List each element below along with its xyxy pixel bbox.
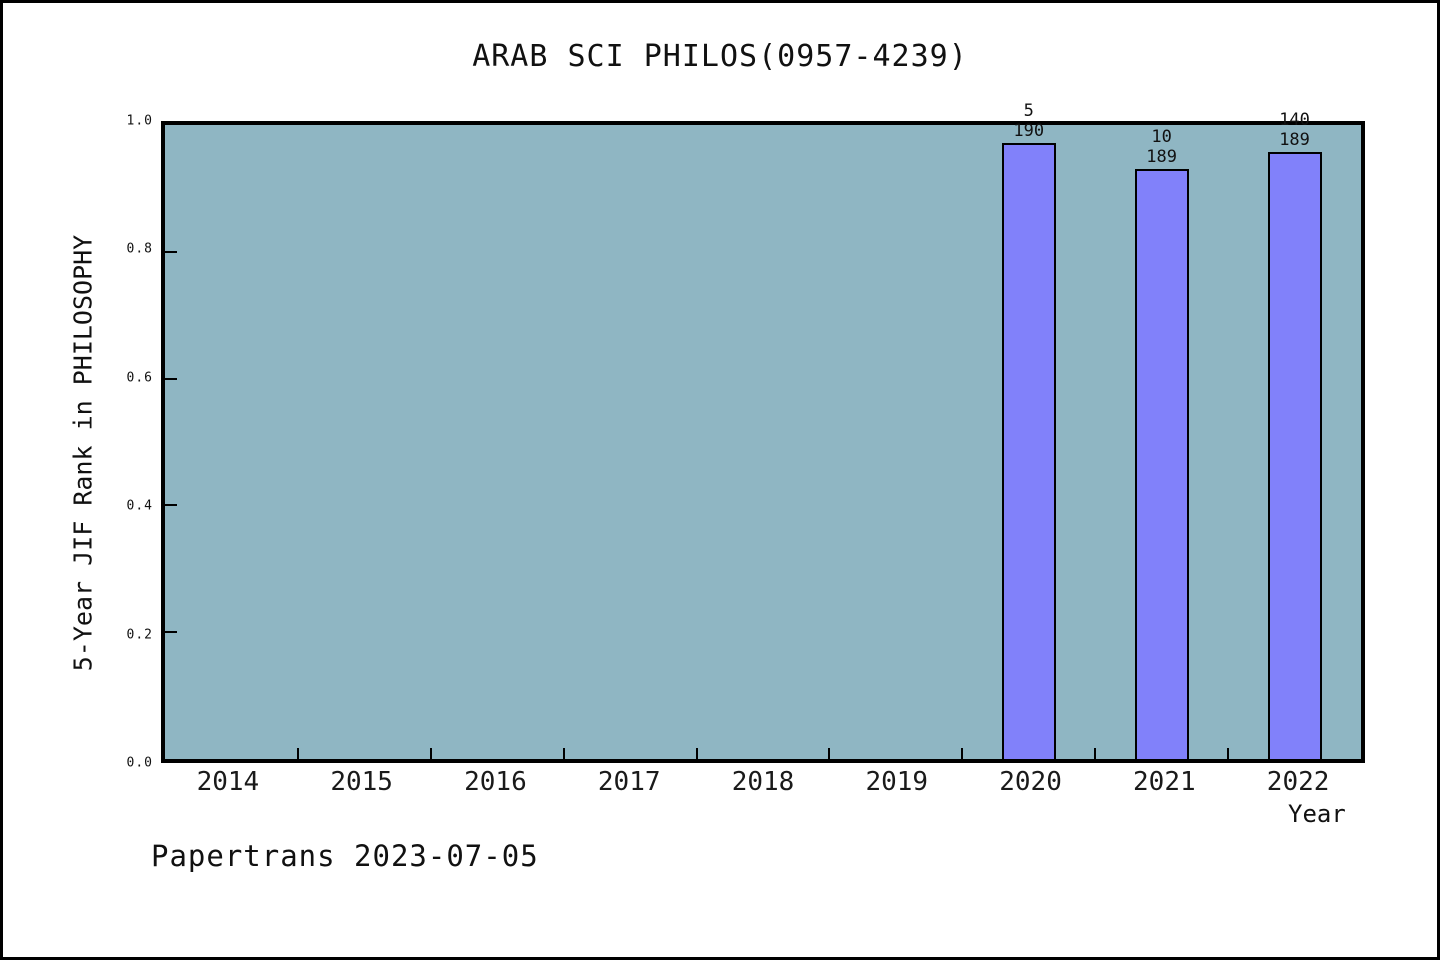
y-tick-mark-0.4: [165, 504, 177, 507]
y-tick-label-0.2: 0.2: [126, 627, 153, 643]
x-tick-mark-8: [1227, 748, 1230, 759]
x-tick-label-2021: 2021: [1133, 767, 1196, 797]
footer-watermark: Papertrans 2023-07-05: [151, 839, 539, 873]
bar-label-rank: 10: [1151, 127, 1172, 148]
y-tick-label-0.6: 0.6: [126, 370, 153, 386]
bar-label-2022: 140 189: [1279, 110, 1310, 150]
bar-label-rank: 140: [1279, 110, 1310, 131]
x-tick-label-2017: 2017: [597, 767, 661, 797]
x-tick-mark-1: [296, 748, 299, 759]
x-axis-tick-labels: 2014 2015 2016 2017 2018 2019 2020 2021 2022: [161, 767, 1365, 801]
x-axis-title: Year: [1288, 800, 1346, 828]
x-tick-label-2020: 2020: [999, 767, 1062, 797]
y-tick-mark-0.8: [165, 250, 177, 253]
bar-label-rank: 5: [1023, 100, 1034, 121]
bar-label-2020: 5 190: [1013, 101, 1044, 141]
bar-2022: [1267, 152, 1322, 759]
bar-label-total: 190: [1013, 120, 1045, 141]
y-tick-label-0.4: 0.4: [126, 498, 153, 514]
bar-label-2021: 10 189: [1146, 127, 1177, 167]
y-tick-label-0.0: 0.0: [126, 755, 153, 771]
plot-area: 5 190 10 189 140 189: [161, 101, 1365, 763]
y-tick-label-1.0: 1.0: [126, 113, 153, 129]
bar-label-total: 189: [1146, 147, 1178, 168]
y-tick-mark-0.6: [165, 377, 177, 380]
x-tick-mark-6: [961, 748, 964, 759]
bar-2021: [1134, 169, 1189, 759]
y-tick-label-0.8: 0.8: [126, 241, 153, 257]
x-tick-mark-7: [1094, 748, 1097, 759]
chart-title: ARAB SCI PHILOS(0957-4239): [472, 39, 968, 74]
x-tick-label-2016: 2016: [464, 767, 527, 797]
x-tick-label-2019: 2019: [865, 767, 929, 797]
bar-label-total: 189: [1279, 130, 1310, 151]
x-tick-label-2014: 2014: [196, 767, 260, 797]
x-tick-mark-2: [429, 748, 432, 759]
x-tick-label-2015: 2015: [330, 767, 393, 797]
x-tick-mark-4: [695, 748, 698, 759]
y-tick-mark-0.2: [165, 631, 177, 634]
y-axis-tick-labels: 0.0 0.2 0.4 0.6 0.8 1.0: [3, 114, 153, 771]
x-tick-label-2018: 2018: [731, 767, 795, 797]
x-tick-label-2022: 2022: [1266, 767, 1330, 797]
bar-2020: [1001, 142, 1056, 759]
x-tick-mark-3: [562, 748, 565, 759]
x-tick-mark-5: [828, 748, 831, 759]
